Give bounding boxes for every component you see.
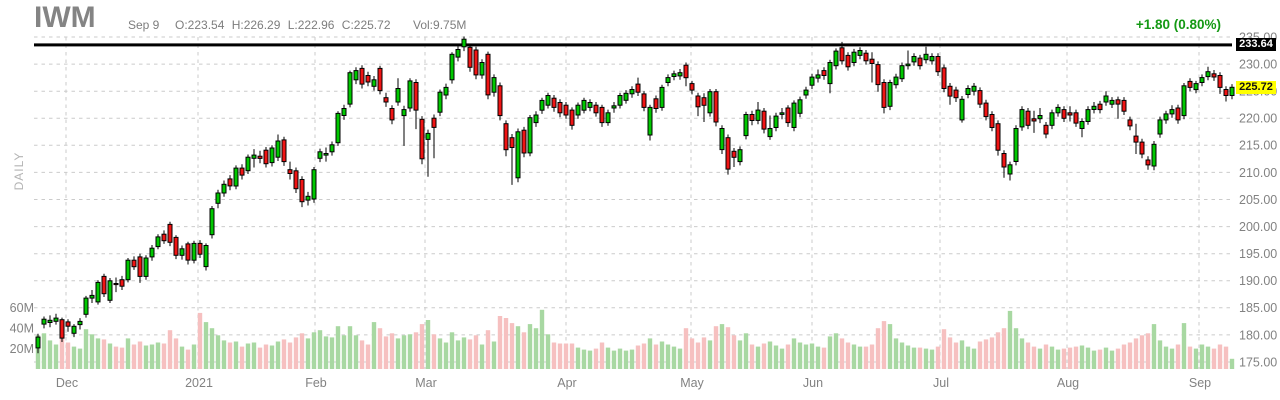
svg-text:Dec: Dec — [56, 376, 78, 390]
svg-text:Sep: Sep — [1189, 376, 1211, 390]
svg-text:40M: 40M — [10, 322, 34, 336]
svg-text:Feb: Feb — [305, 376, 327, 390]
svg-text:60M: 60M — [10, 301, 34, 315]
svg-text:190.00: 190.00 — [1239, 274, 1277, 288]
svg-text:195.00: 195.00 — [1239, 247, 1277, 261]
svg-text:2021: 2021 — [185, 376, 213, 390]
svg-text:200.00: 200.00 — [1239, 220, 1277, 234]
svg-text:Aug: Aug — [1057, 376, 1079, 390]
svg-text:205.00: 205.00 — [1239, 193, 1277, 207]
svg-text:Jul: Jul — [933, 376, 949, 390]
svg-text:Mar: Mar — [415, 376, 437, 390]
svg-text:210.00: 210.00 — [1239, 166, 1277, 180]
svg-text:230.00: 230.00 — [1239, 58, 1277, 72]
svg-text:180.00: 180.00 — [1239, 328, 1277, 342]
svg-text:Jun: Jun — [803, 376, 823, 390]
svg-text:20M: 20M — [10, 342, 34, 356]
svg-text:220.00: 220.00 — [1239, 112, 1277, 126]
svg-text:185.00: 185.00 — [1239, 301, 1277, 315]
svg-text:Apr: Apr — [557, 376, 576, 390]
svg-text:May: May — [680, 376, 704, 390]
svg-text:215.00: 215.00 — [1239, 139, 1277, 153]
svg-text:175.00: 175.00 — [1239, 355, 1277, 369]
